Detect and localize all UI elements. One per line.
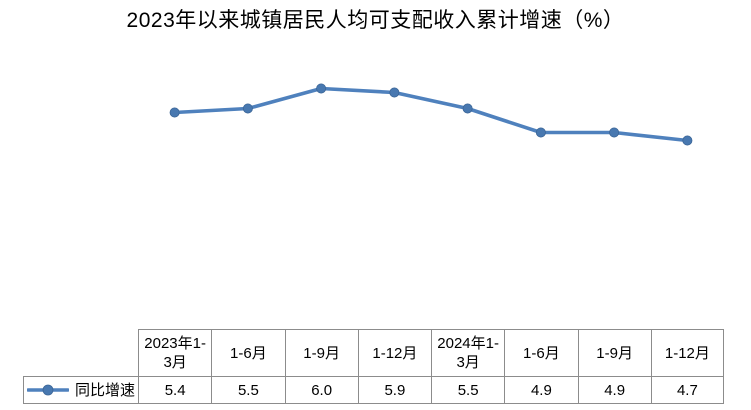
value-cell: 5.9 bbox=[357, 376, 431, 404]
legend-label: 同比增速 bbox=[75, 381, 136, 399]
value-cell: 4.9 bbox=[504, 376, 578, 404]
data-point-1 bbox=[242, 103, 253, 114]
header-cell: 2023年1-3月 bbox=[138, 329, 212, 376]
data-point-7 bbox=[682, 135, 693, 146]
header-cell: 1-6月 bbox=[504, 329, 578, 376]
data-point-5 bbox=[535, 127, 546, 138]
value-cell: 6.0 bbox=[284, 376, 358, 404]
data-point-6 bbox=[609, 127, 620, 138]
header-cell: 2024年1-3月 bbox=[431, 329, 505, 376]
value-cell: 4.7 bbox=[650, 376, 724, 404]
data-point-0 bbox=[169, 107, 180, 118]
legend-line-marker-icon bbox=[27, 384, 69, 396]
value-cell: 4.9 bbox=[577, 376, 651, 404]
table-corner-spacer bbox=[23, 329, 138, 376]
data-point-4 bbox=[462, 103, 473, 114]
data-table: 2023年1-3月 1-6月 1-9月 1-12月 2024年1-3月 1-6月… bbox=[23, 329, 724, 404]
value-cell: 5.4 bbox=[138, 376, 212, 404]
header-cell: 1-12月 bbox=[357, 329, 431, 376]
chart-title: 2023年以来城镇居民人均可支配收入累计增速（%） bbox=[126, 9, 625, 32]
value-cell: 5.5 bbox=[211, 376, 285, 404]
header-cell: 1-12月 bbox=[650, 329, 724, 376]
header-cell: 1-9月 bbox=[284, 329, 358, 376]
value-cell: 5.5 bbox=[431, 376, 505, 404]
legend-cell: 同比增速 bbox=[23, 376, 138, 404]
data-point-3 bbox=[389, 87, 400, 98]
header-cell: 1-9月 bbox=[577, 329, 651, 376]
header-cell: 1-6月 bbox=[211, 329, 285, 376]
data-point-2 bbox=[316, 83, 327, 94]
series-line bbox=[172, 86, 690, 143]
